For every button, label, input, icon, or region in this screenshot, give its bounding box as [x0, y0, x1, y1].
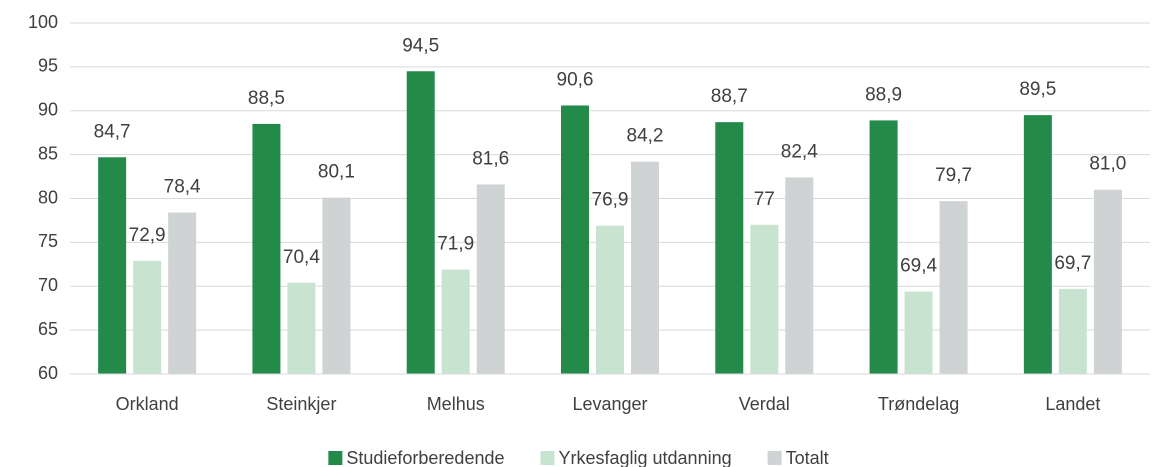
y-tick-label: 90: [38, 100, 58, 120]
bar: [133, 260, 162, 374]
bar: [785, 177, 814, 374]
bar: [476, 184, 505, 374]
bar: [1093, 189, 1122, 374]
value-label: 77: [754, 189, 775, 210]
value-label: 84,7: [94, 121, 131, 142]
value-label: 72,9: [129, 225, 166, 246]
value-label: 88,5: [248, 88, 285, 109]
bar: [322, 197, 351, 374]
value-label: 69,7: [1054, 253, 1091, 274]
x-tick-label: Verdal: [739, 394, 790, 414]
legend-label: Totalt: [786, 448, 829, 467]
y-tick-label: 60: [38, 363, 58, 383]
value-label: 89,5: [1019, 79, 1056, 100]
y-tick-label: 80: [38, 187, 58, 207]
bar: [750, 224, 779, 374]
bar: [1058, 288, 1087, 374]
x-tick-label: Levanger: [572, 394, 647, 414]
legend-label: Studieforberedende: [346, 448, 504, 467]
value-label: 78,4: [164, 177, 201, 198]
bar: [939, 201, 968, 374]
bar: [561, 105, 589, 375]
y-tick-label: 65: [38, 319, 58, 339]
bar: [287, 282, 316, 374]
y-tick-label: 85: [38, 143, 58, 163]
legend-swatch: [540, 451, 555, 465]
value-label: 84,2: [627, 126, 664, 147]
bar: [715, 122, 744, 374]
y-tick-label: 70: [38, 275, 58, 295]
value-label: 76,9: [592, 190, 629, 211]
value-label: 81,6: [472, 148, 509, 169]
bar: [168, 212, 197, 374]
bar: [252, 123, 281, 374]
value-label: 71,9: [437, 234, 474, 255]
value-label: 88,9: [865, 84, 902, 105]
legend-swatch: [767, 451, 782, 465]
bar: [596, 225, 624, 374]
value-label: 81,0: [1089, 154, 1126, 175]
x-tick-label: Landet: [1045, 394, 1100, 414]
x-tick-label: Orkland: [116, 394, 179, 414]
bar: [869, 120, 898, 374]
y-tick-label: 100: [28, 12, 58, 32]
bar: [1023, 115, 1052, 374]
value-label: 79,7: [935, 165, 972, 186]
y-tick-label: 95: [38, 56, 58, 76]
value-label: 70,4: [283, 247, 320, 268]
value-label: 90,6: [557, 70, 594, 91]
value-label: 94,5: [402, 35, 439, 56]
bar: [406, 71, 435, 374]
x-tick-label: Steinkjer: [266, 394, 336, 414]
value-label: 88,7: [711, 86, 748, 107]
bar: [441, 269, 470, 374]
x-tick-label: Melhus: [427, 394, 485, 414]
value-label: 82,4: [781, 141, 818, 162]
value-label: 69,4: [900, 256, 937, 277]
legend-label: Yrkesfaglig utdanning: [558, 448, 731, 467]
value-label: 80,1: [318, 162, 355, 183]
legend-swatch: [328, 451, 343, 465]
bar: [98, 157, 127, 374]
y-tick-label: 75: [38, 231, 58, 251]
bar: [904, 291, 933, 374]
bar: [631, 161, 659, 374]
x-tick-label: Trøndelag: [878, 394, 959, 414]
